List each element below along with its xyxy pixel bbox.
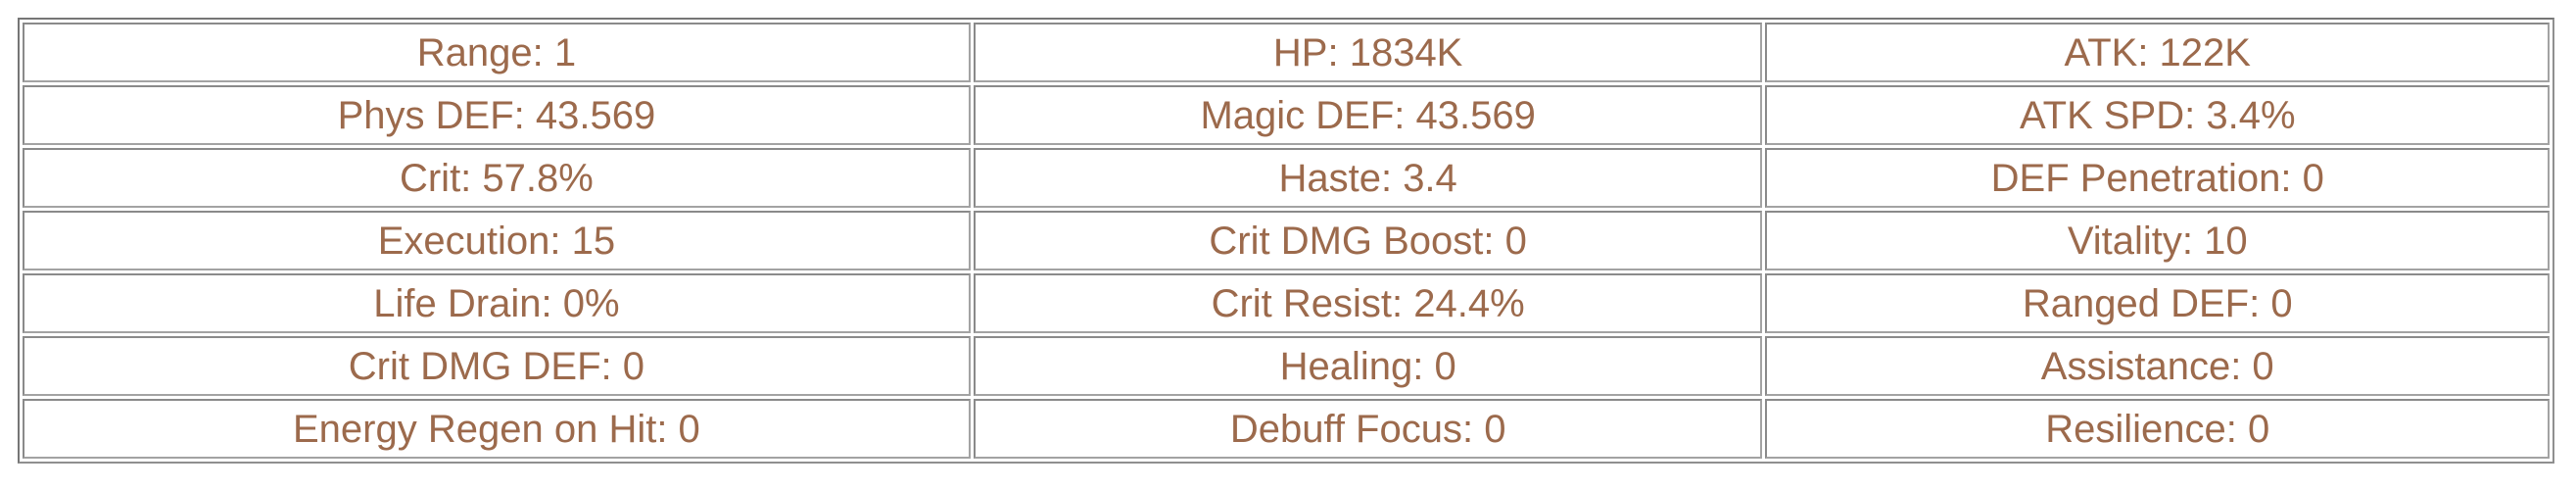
stat-cell: Execution: 15	[23, 211, 971, 270]
stat-cell: Debuff Focus: 0	[973, 399, 1763, 459]
stat-cell: Crit DMG DEF: 0	[23, 336, 971, 396]
stat-cell: HP: 1834K	[973, 23, 1763, 82]
stat-cell: Phys DEF: 43.569	[23, 85, 971, 145]
table-row: Life Drain: 0% Crit Resist: 24.4% Ranged D…	[23, 273, 2550, 333]
stats-table: Range: 1 HP: 1834K ATK: 122K Phys DEF: 43.5…	[18, 18, 2554, 464]
stat-cell: Crit: 57.8%	[23, 148, 971, 208]
stat-cell: ATK SPD: 3.4%	[1765, 85, 2550, 145]
table-row: Range: 1 HP: 1834K ATK: 122K	[23, 23, 2550, 82]
stats-table-body: Range: 1 HP: 1834K ATK: 122K Phys DEF: 43.5…	[23, 23, 2550, 459]
stat-cell: Crit DMG Boost: 0	[973, 211, 1763, 270]
table-row: Energy Regen on Hit: 0 Debuff Focus: 0 Res…	[23, 399, 2550, 459]
stat-cell: Magic DEF: 43.569	[973, 85, 1763, 145]
stat-cell: Crit Resist: 24.4%	[973, 273, 1763, 333]
stat-cell: Energy Regen on Hit: 0	[23, 399, 971, 459]
stat-cell: Range: 1	[23, 23, 971, 82]
stat-cell: Ranged DEF: 0	[1765, 273, 2550, 333]
table-row: Crit DMG DEF: 0 Healing: 0 Assistance: 0	[23, 336, 2550, 396]
table-row: Execution: 15 Crit DMG Boost: 0 Vitality: …	[23, 211, 2550, 270]
table-row: Crit: 57.8% Haste: 3.4 DEF Penetration: 0	[23, 148, 2550, 208]
stat-cell: Vitality: 10	[1765, 211, 2550, 270]
stat-cell: Life Drain: 0%	[23, 273, 971, 333]
stat-cell: ATK: 122K	[1765, 23, 2550, 82]
stat-cell: Assistance: 0	[1765, 336, 2550, 396]
stat-cell: Haste: 3.4	[973, 148, 1763, 208]
stat-cell: Healing: 0	[973, 336, 1763, 396]
table-row: Phys DEF: 43.569 Magic DEF: 43.569 ATK SPD…	[23, 85, 2550, 145]
stat-cell: DEF Penetration: 0	[1765, 148, 2550, 208]
stat-cell: Resilience: 0	[1765, 399, 2550, 459]
